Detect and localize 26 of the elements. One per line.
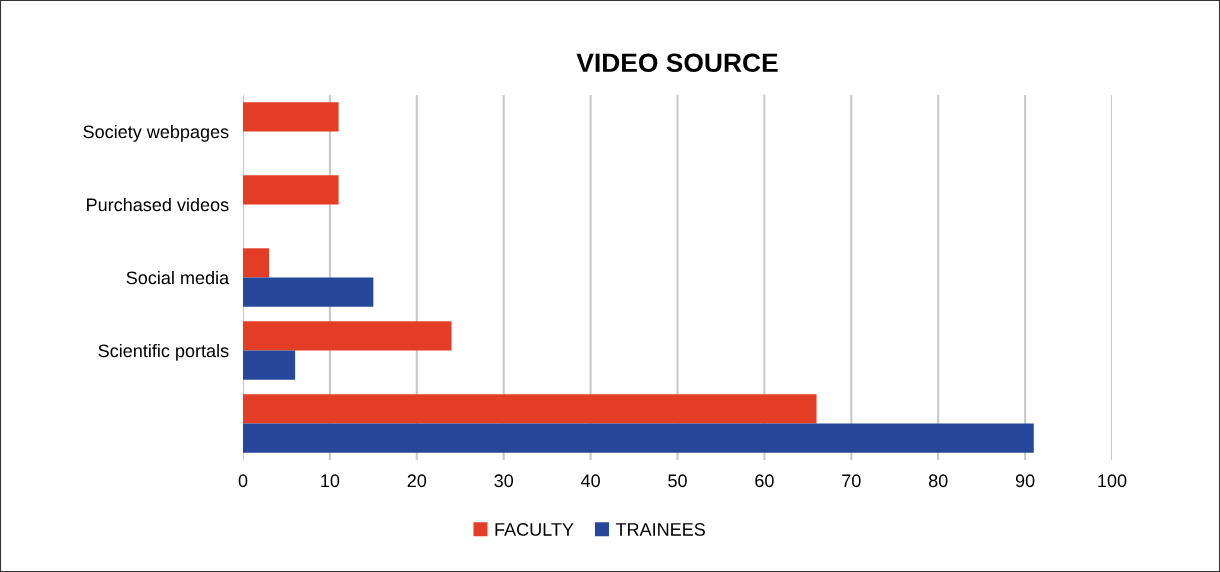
x-tick-label: 10 xyxy=(321,474,340,488)
bar xyxy=(243,248,270,278)
y-tick-label: Social media xyxy=(126,270,230,285)
bar xyxy=(243,423,1034,453)
chart-title: VIDEO SOURCE xyxy=(576,53,778,73)
bar xyxy=(243,102,339,132)
bar xyxy=(243,277,374,307)
x-tick-label: 70 xyxy=(842,474,861,488)
x-tick-label: 0 xyxy=(238,474,248,488)
x-tick-label: 100 xyxy=(1098,474,1127,488)
x-tick-label: 40 xyxy=(580,474,600,488)
y-tick-label: Scientific portals xyxy=(98,343,229,361)
bar xyxy=(243,394,817,424)
bar xyxy=(243,350,296,380)
x-tick-label: 50 xyxy=(668,474,687,488)
y-tick-label: Purchased videos xyxy=(87,197,229,212)
x-tick-label: 30 xyxy=(494,474,514,488)
x-tick-label: 60 xyxy=(755,474,774,488)
x-tick-label: 80 xyxy=(928,474,948,488)
legend-label: FACULTY xyxy=(495,523,574,536)
legend-label: TRAINEES xyxy=(615,523,705,536)
x-tick-label: 90 xyxy=(1015,474,1035,488)
x-tick-label: 20 xyxy=(407,474,427,488)
bar xyxy=(243,175,339,205)
bar xyxy=(243,321,452,351)
y-tick-label: Society webpages xyxy=(83,124,229,142)
